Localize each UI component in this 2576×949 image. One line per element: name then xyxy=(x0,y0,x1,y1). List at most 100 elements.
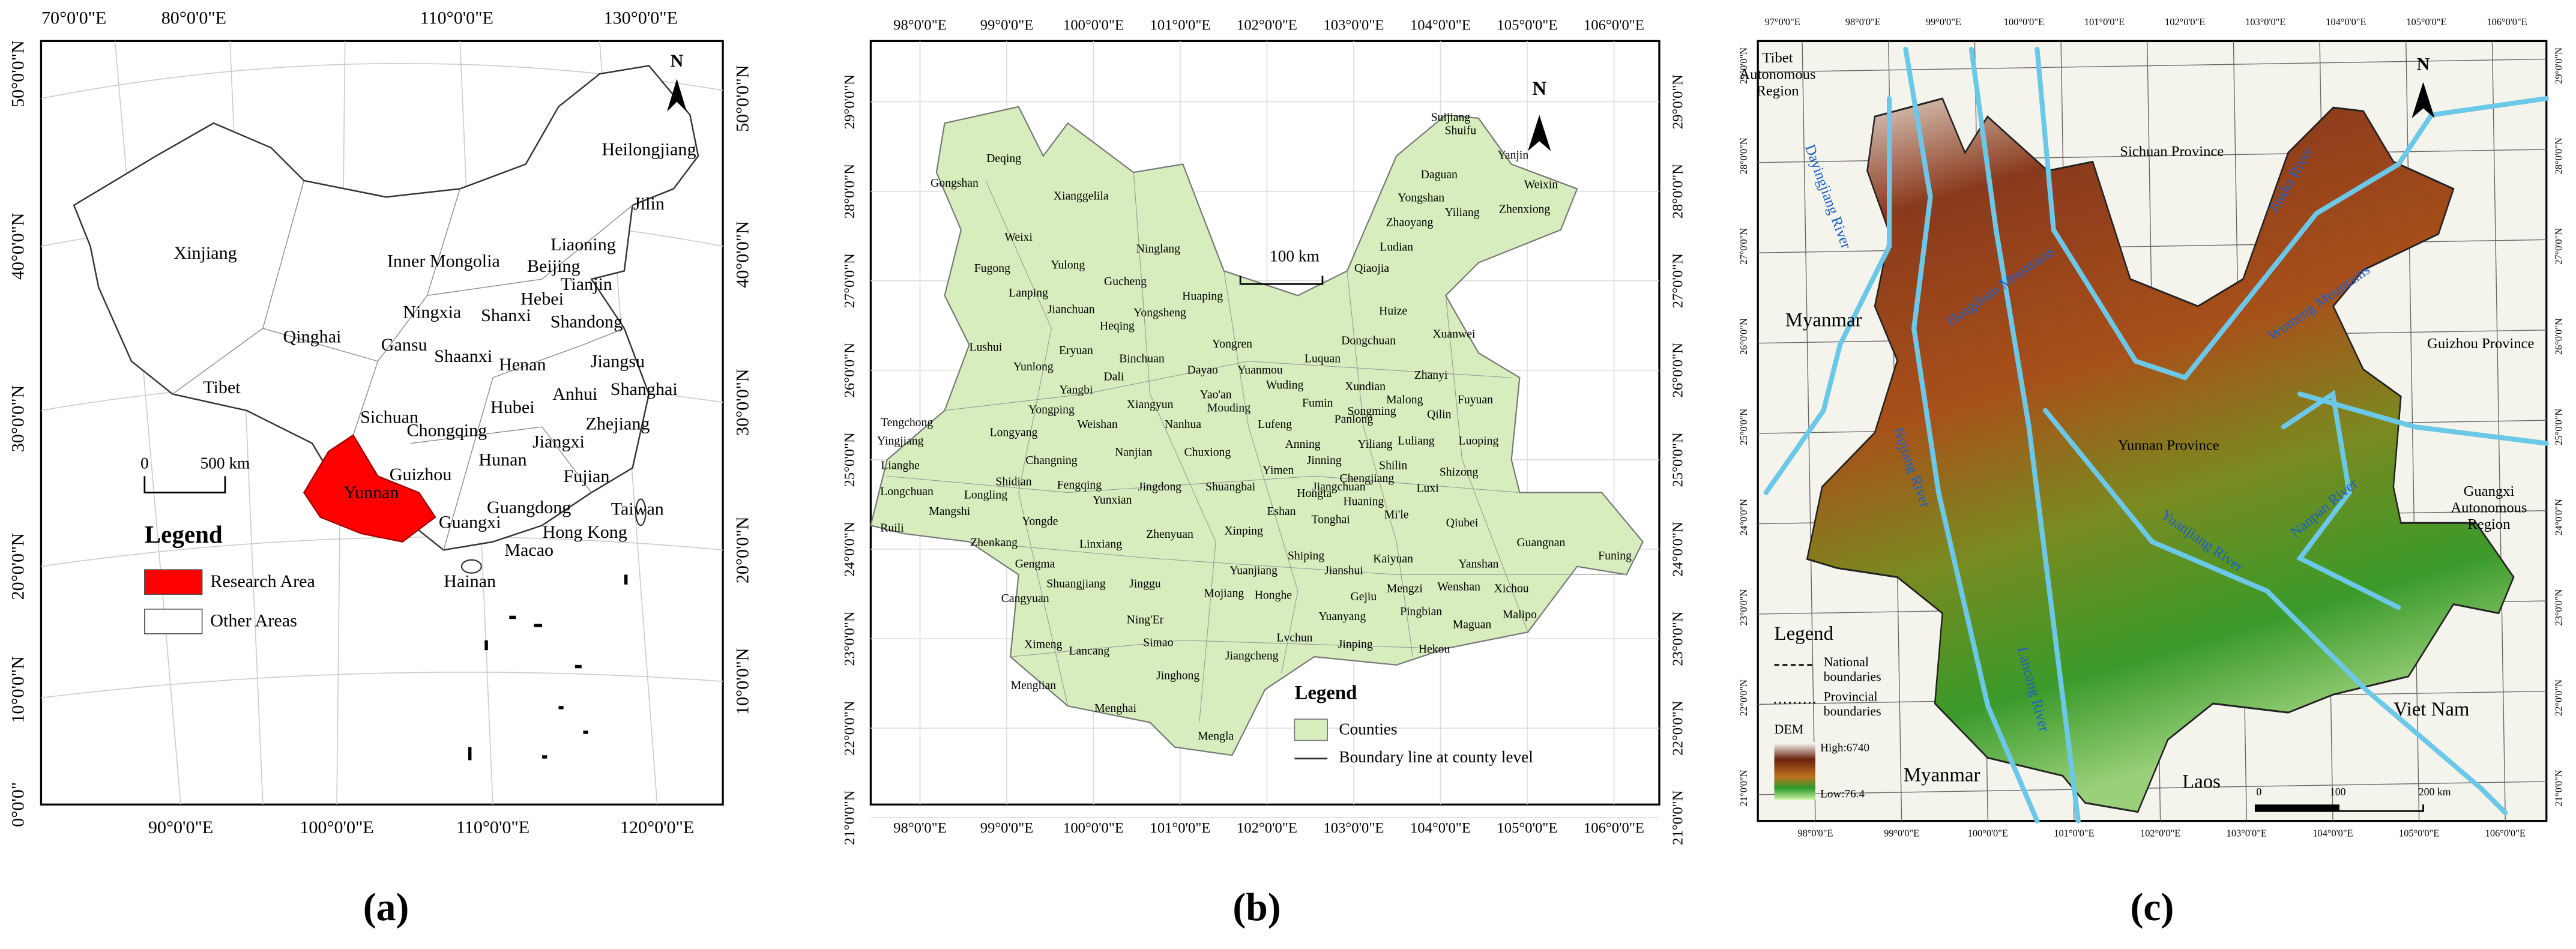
county-label: Shiping xyxy=(1288,549,1324,562)
lon-label: 101°0'0"E xyxy=(1150,17,1211,33)
rivers xyxy=(1763,46,2549,824)
scale-label: 100 xyxy=(2330,786,2346,798)
lat-label: 26°0'0"N xyxy=(1738,318,1749,355)
county-label: Kaiyuan xyxy=(1373,552,1413,565)
lon-label: 101°0'0"E xyxy=(1150,820,1211,836)
north-label: N xyxy=(2417,53,2430,74)
county-label: Huaping xyxy=(1182,290,1223,303)
county-label: Longchuan xyxy=(880,485,934,498)
county-label: Songming xyxy=(1348,405,1396,418)
place-label: Taiwan xyxy=(611,499,664,519)
place-label: Henan xyxy=(499,354,546,375)
scale-label: 0 xyxy=(2256,786,2261,798)
scale-bar xyxy=(1239,276,1324,285)
county-label: Qiaojia xyxy=(1354,262,1389,275)
county-label: Jinggu xyxy=(1129,577,1161,590)
county-label: Tengchong xyxy=(881,416,933,429)
place-label: Guangxi xyxy=(439,511,501,532)
place-label: Hebei xyxy=(520,288,564,309)
county-label: Yunlong xyxy=(1013,360,1054,373)
lat-label: 23°0'0"N xyxy=(1670,611,1686,666)
county-label: Yongren xyxy=(1212,337,1252,351)
lon-label: 99°0'0"E xyxy=(980,17,1034,33)
county-label: Zhenkang xyxy=(970,536,1018,549)
lon-label: 98°0'0"E xyxy=(893,17,947,33)
place-label: Yunnan Province xyxy=(2118,438,2219,454)
legend-item: Counties xyxy=(1339,720,1397,738)
lon-label: 98°0'0"E xyxy=(1845,16,1881,28)
county-label: Yongshan xyxy=(1398,191,1444,204)
place-label: Autonomous xyxy=(2451,500,2527,516)
county-label: Malipo xyxy=(1503,608,1537,621)
lon-label: 102°0'0"E xyxy=(1237,820,1297,836)
county-label: Shuangbai xyxy=(1205,480,1256,493)
county-label: Yiliang xyxy=(1358,438,1393,451)
panel-a xyxy=(40,40,724,806)
lat-label: 28°0'0"N xyxy=(2553,137,2564,174)
north-arrow xyxy=(1528,115,1551,151)
lat-label: 25°0'0"N xyxy=(1738,409,1749,445)
place-label: Guangdong xyxy=(487,497,571,517)
province-lines xyxy=(172,180,633,550)
lat-label: 28°0'0"N xyxy=(842,164,858,219)
lon-label: 100°0'0"E xyxy=(300,817,373,837)
county-label: Tonghai xyxy=(1312,513,1351,526)
county-label: Yunxian xyxy=(1093,493,1132,507)
county-label: Shizong xyxy=(1440,465,1479,478)
china-outline xyxy=(73,65,699,551)
place-label: Shanghai xyxy=(611,379,678,399)
legend-item: boundaries xyxy=(1824,670,1881,684)
legend-item: Provincial xyxy=(1824,690,1878,704)
scale-label: 0 xyxy=(140,454,149,472)
county-label: Eryuan xyxy=(1059,344,1093,357)
lat-label: 10°0'0"N xyxy=(732,648,753,715)
lat-label: 40°0'0"N xyxy=(732,221,753,288)
county-label: Shuangjiang xyxy=(1046,577,1106,590)
scale-bar-fill xyxy=(2255,804,2339,812)
county-label: Mouding xyxy=(1207,402,1250,415)
county-label: Yingjiang xyxy=(877,434,924,447)
county-label: Yulong xyxy=(1051,259,1085,272)
county-label: Jianchuan xyxy=(1048,303,1095,316)
county-label: Yongsheng xyxy=(1133,306,1186,319)
county-label: Jinping xyxy=(1338,637,1373,651)
dem-legend xyxy=(1774,742,1815,800)
county-label: Linxiang xyxy=(1079,538,1122,551)
legend-item: Legend xyxy=(1775,623,1834,645)
county-label: Heqing xyxy=(1100,319,1135,333)
lat-label: 25°0'0"N xyxy=(2553,409,2564,445)
lat-label: 23°0'0"N xyxy=(842,611,858,666)
county-label: Binchuan xyxy=(1119,352,1165,366)
lat-label: 20°0'0"N xyxy=(8,533,28,600)
county-label: Weixin xyxy=(1524,178,1558,191)
county-label: Shidian xyxy=(995,475,1031,489)
lat-label: 21°0'0"N xyxy=(1670,790,1686,845)
lat-label: 26°0'0"N xyxy=(842,343,858,398)
place-label: Liaoning xyxy=(550,234,616,255)
county-label: Suijiang xyxy=(1431,110,1471,124)
lon-label: 104°0'0"E xyxy=(1410,820,1471,836)
county-label: Nanhua xyxy=(1165,418,1202,431)
lat-label: 28°0'0"N xyxy=(1670,164,1686,219)
place-label: Qinghai xyxy=(283,326,341,346)
lat-label: 21°0'0"N xyxy=(1738,770,1749,806)
county-label: Eshan xyxy=(1267,505,1296,518)
county-label: Yuanjiang xyxy=(1229,564,1277,577)
place-label: Tianjin xyxy=(561,274,612,294)
lon-label: 103°0'0"E xyxy=(2227,827,2267,839)
panel-c xyxy=(1757,40,2549,824)
lat-label: 20°0'0"N xyxy=(732,516,753,583)
lon-label: 106°0'0"E xyxy=(2487,16,2527,28)
islands xyxy=(468,574,628,761)
lat-label: 21°0'0"N xyxy=(842,790,858,845)
county-label: Shuifu xyxy=(1445,124,1477,137)
lat-label: 23°0'0"N xyxy=(1738,589,1749,625)
county-label: Yao'an xyxy=(1200,388,1232,402)
county-label: Xichou xyxy=(1494,582,1529,595)
county-label: Ninglang xyxy=(1136,242,1180,255)
county-label: Jingdong xyxy=(1138,480,1181,493)
county-label: Lufeng xyxy=(1258,418,1292,431)
lon-label: 101°0'0"E xyxy=(2084,16,2125,28)
lat-label: 25°0'0"N xyxy=(1670,432,1686,487)
